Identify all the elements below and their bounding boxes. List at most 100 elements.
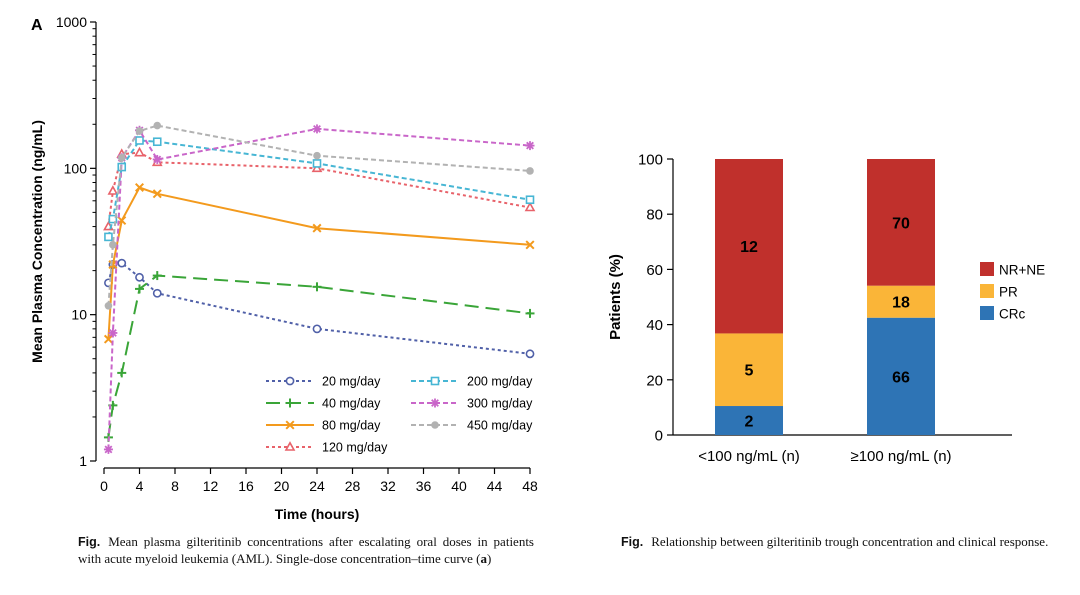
y-tick-label: 80	[646, 207, 663, 224]
x-tick-label: 0	[100, 478, 108, 494]
y-tick-label: 1	[79, 453, 87, 469]
legend: 20 mg/day 40 mg/day 80 mg/day 120 mg/day 200…	[266, 375, 533, 455]
legend-item: 200 mg/day	[411, 375, 533, 389]
data-point	[104, 301, 113, 310]
data-point	[135, 284, 144, 294]
bar-segment-nr-ne	[867, 159, 935, 286]
data-point	[109, 241, 117, 249]
x-tick-label: 40	[451, 478, 467, 494]
panel-label: A	[31, 17, 43, 34]
legend-swatch-marker	[431, 421, 439, 429]
data-point	[312, 223, 322, 233]
x-tick-label: 24	[309, 478, 325, 494]
bar-data-label: 12	[740, 239, 758, 256]
bar-data-label: 70	[892, 215, 910, 232]
x-axis-title: Time (hours)	[275, 506, 360, 522]
legend-swatch-marker	[285, 376, 295, 386]
legend-swatch-marker	[430, 376, 440, 386]
x-category-label: ≥100 ng/mL (n)	[850, 448, 951, 465]
data-point	[135, 136, 144, 145]
data-point	[134, 146, 145, 157]
legend-label: 120 mg/day	[322, 441, 388, 455]
data-point	[103, 334, 113, 344]
series-80-mg-day	[103, 182, 535, 344]
legend-label: 200 mg/day	[467, 375, 533, 389]
series-20-mg-day	[104, 258, 535, 359]
legend-item: 40 mg/day	[266, 397, 381, 411]
caption-left: Fig. Mean plasma gilteritinib concentrati…	[78, 534, 534, 567]
x-tick-label: 44	[487, 478, 503, 494]
series-line	[107, 274, 531, 438]
caption-left-text: Mean plasma gilteritinib concentrations …	[78, 534, 534, 566]
data-point	[525, 141, 535, 151]
x-category-label: <100 ng/mL (n)	[698, 448, 800, 465]
x-tick-label: 16	[238, 478, 254, 494]
bar-data-label: 66	[892, 369, 910, 386]
data-point	[313, 151, 321, 160]
x-tick-label: 36	[416, 478, 432, 494]
data-point	[135, 272, 144, 282]
data-point	[107, 185, 119, 195]
data-point	[104, 232, 113, 242]
bar-segment-crc	[867, 317, 935, 435]
data-point	[526, 167, 534, 175]
left-panel: A 1 10 100 1000 Mean Plasma Concentration (ng…	[29, 14, 538, 522]
legend-item: NR+NE	[980, 262, 1045, 278]
bar-data-label: 5	[745, 363, 754, 380]
data-point	[312, 282, 322, 292]
data-point	[135, 127, 144, 135]
data-point	[103, 444, 113, 454]
data-point	[312, 159, 322, 168]
data-point	[152, 288, 162, 298]
legend-item: 20 mg/day	[266, 375, 381, 389]
data-point	[525, 240, 535, 250]
caption-right: Fig. Relationship between gilteritinib tr…	[621, 534, 1073, 551]
bar-segment-pr	[867, 285, 935, 318]
legend-label: 300 mg/day	[467, 397, 533, 411]
legend: NR+NE PR CRc	[980, 262, 1045, 322]
x-tick-label: 8	[171, 478, 179, 494]
y-tick-label: 20	[646, 372, 663, 389]
data-point	[312, 324, 322, 334]
data-point	[524, 201, 536, 212]
legend-label: PR	[999, 285, 1018, 300]
data-point	[525, 349, 535, 359]
stacked-bar: 2 5 12	[715, 159, 783, 435]
data-point	[525, 308, 535, 318]
data-point	[312, 124, 322, 134]
right-panel: 0 20 40 60 80 100 Patients (%) 2 5 12 <100 ng/mL (…	[607, 152, 1045, 466]
legend-item: 300 mg/day	[411, 397, 533, 411]
x-tick-label: 48	[522, 478, 538, 494]
series-line	[107, 262, 531, 355]
data-point	[108, 214, 118, 224]
caption-left-fig: Fig.	[78, 535, 101, 549]
data-point	[152, 154, 162, 164]
caption-left-panel: a	[480, 550, 488, 566]
x-tick-label: 20	[274, 478, 290, 494]
legend-swatch-marker	[285, 398, 295, 408]
legend-label: 40 mg/day	[322, 397, 381, 411]
data-point	[108, 260, 118, 270]
legend-swatch-marker	[285, 420, 295, 430]
bar-segment-crc	[715, 406, 783, 435]
y-tick-label: 0	[655, 428, 663, 445]
legend-label: 450 mg/day	[467, 419, 533, 433]
legend-item: 120 mg/day	[266, 441, 388, 455]
data-point	[134, 182, 145, 192]
data-point	[117, 154, 126, 162]
x-tick-label: 4	[136, 478, 144, 494]
legend-item: PR	[980, 284, 1018, 300]
legend-swatch-marker	[430, 398, 440, 408]
y-tick-label: 60	[646, 262, 663, 279]
bar-data-label: 18	[892, 295, 910, 312]
data-point	[153, 121, 162, 130]
caption-right-fig: Fig.	[621, 535, 644, 549]
y-tick-label: 100	[638, 152, 663, 169]
legend-item: 450 mg/day	[411, 419, 533, 433]
data-point	[152, 271, 162, 281]
y-axis-title: Mean Plasma Concentration (ng/mL)	[29, 120, 45, 363]
y-tick-label: 1000	[56, 14, 87, 30]
legend-label: NR+NE	[999, 263, 1045, 278]
data-point	[117, 368, 127, 378]
